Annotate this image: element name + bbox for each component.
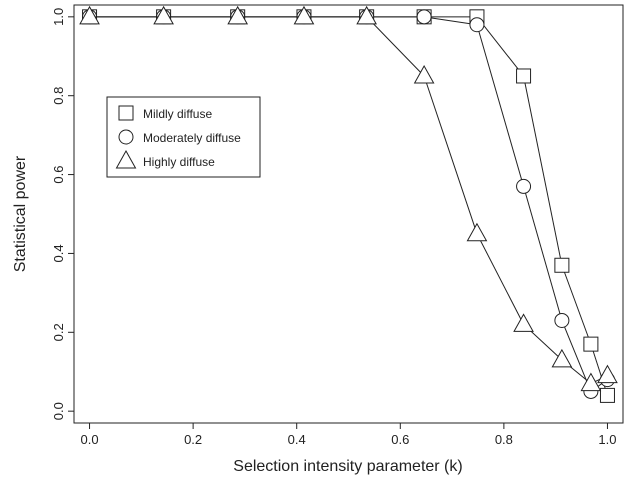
data-point-triangle (580, 372, 602, 392)
data-point-triangle (466, 222, 488, 242)
data-point-triangle (356, 5, 377, 25)
data-point-circle (516, 178, 532, 194)
series-circle (82, 9, 615, 399)
series-line-segment (561, 265, 592, 345)
data-point-triangle (551, 348, 573, 368)
data-point-triangle (227, 5, 249, 25)
series-line-segment (423, 75, 478, 234)
legend-marker-square (118, 105, 134, 121)
legend-marker-circle (118, 129, 134, 145)
data-point-triangle (513, 313, 534, 332)
x-tick-label: 0.8 (495, 432, 513, 447)
data-point-square (554, 257, 570, 273)
data-point-circle (469, 17, 485, 33)
data-point-square (583, 336, 599, 352)
x-axis-label: Selection intensity parameter (k) (233, 458, 462, 475)
y-tick-label: 1.0 (51, 8, 66, 26)
legend-label: Moderately diffuse (143, 131, 241, 145)
data-point-circle (554, 312, 570, 328)
x-tick-label: 0.6 (391, 432, 409, 447)
y-tick-label: 0.4 (51, 244, 66, 262)
series-line-segment (476, 24, 525, 187)
x-tick-label: 1.0 (598, 432, 616, 447)
series-layer (79, 5, 618, 403)
series-line-segment (590, 343, 608, 396)
x-tick-label: 0.2 (184, 432, 202, 447)
y-axis-label: Statistical power (12, 155, 29, 272)
y-axis: 0.0 0.2 0.4 0.6 0.8 1.0 (51, 8, 74, 420)
legend-label: Mildly diffuse (143, 107, 212, 121)
legend-marker-triangle (115, 149, 137, 169)
series-line-segment (366, 16, 425, 77)
data-point-square (516, 68, 532, 84)
series-line-segment (523, 186, 563, 321)
y-tick-label: 0.8 (51, 87, 66, 105)
data-point-square (599, 387, 615, 403)
y-tick-label: 0.0 (51, 402, 66, 420)
plot-frame (73, 4, 624, 424)
legend-label: Highly diffuse (143, 155, 215, 169)
series-line-segment (523, 75, 563, 266)
data-point-triangle (153, 5, 174, 25)
data-point-triangle (293, 5, 315, 25)
series-square (82, 9, 615, 403)
data-point-triangle (413, 64, 435, 84)
series-triangle (79, 5, 618, 392)
y-tick-label: 0.2 (51, 323, 66, 341)
series-line-segment (476, 233, 525, 325)
data-point-triangle (79, 5, 100, 25)
x-axis: 0.0 0.2 0.4 0.6 0.8 1.0 (80, 423, 617, 447)
legend: Mildly diffuse Moderately diffuse Highly d… (106, 96, 261, 178)
data-point-circle (416, 9, 432, 25)
series-line-segment (476, 16, 524, 77)
data-point-triangle (597, 364, 618, 384)
x-tick-label: 0.0 (80, 432, 98, 447)
y-tick-label: 0.6 (51, 166, 66, 184)
series-line-segment (424, 16, 478, 26)
x-tick-label: 0.4 (288, 432, 306, 447)
